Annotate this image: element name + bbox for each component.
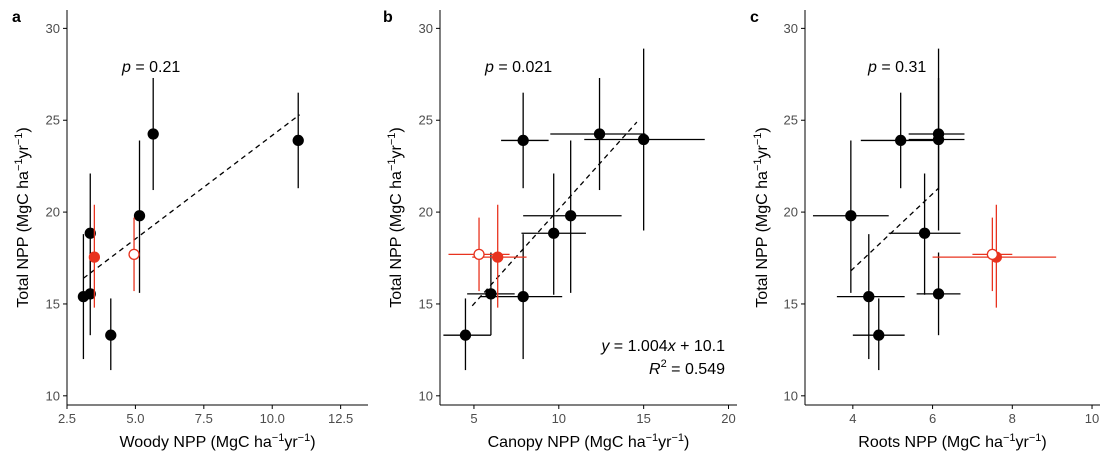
data-point-3 <box>480 234 563 360</box>
data-point-marker <box>292 134 304 147</box>
regression-line <box>471 121 638 307</box>
regression-line <box>850 187 939 272</box>
data-point-marker <box>918 227 931 239</box>
data-point-marker <box>932 288 945 300</box>
y-axis-title: Total NPP (MgC ha−1yr−1) <box>13 127 32 307</box>
y-tick-label: 15 <box>784 296 798 311</box>
y-axis-title: Total NPP (MgC ha−1yr−1) <box>386 127 405 307</box>
data-point-marker <box>133 210 146 222</box>
data-point-5 <box>133 140 146 293</box>
data-point-marker <box>147 128 159 140</box>
x-tick-label: 4 <box>849 411 856 426</box>
data-point-marker <box>459 329 472 341</box>
data-point-marker <box>932 133 945 146</box>
data-point-marker <box>638 133 650 146</box>
x-tick-label: 5 <box>470 411 477 426</box>
regression-equation: y = 1.004x + 10.1 <box>600 338 725 355</box>
data-point-4 <box>105 298 117 371</box>
data-point-10 <box>972 217 1013 292</box>
y-tick-label: 25 <box>784 113 798 128</box>
data-point-marker <box>517 290 529 303</box>
data-point-marker <box>485 288 497 300</box>
x-tick-label: 10 <box>552 411 566 426</box>
regression-line <box>83 114 300 279</box>
data-point-6 <box>147 77 159 191</box>
panel-letter: b <box>383 9 393 26</box>
data-point-marker <box>84 227 96 239</box>
data-point-marker <box>565 210 577 222</box>
x-tick-label: 10 <box>1085 411 1099 426</box>
data-point-marker <box>492 251 504 263</box>
data-point-marker <box>873 329 885 341</box>
y-tick-label: 10 <box>784 388 798 403</box>
data-point-marker <box>593 128 606 140</box>
data-point-9 <box>128 217 140 292</box>
y-tick-label: 30 <box>46 21 60 36</box>
data-point-8 <box>908 48 965 231</box>
panel-letter: c <box>750 9 759 26</box>
x-axis-title: Roots NPP (MgC ha−1yr−1) <box>858 432 1046 451</box>
y-tick-label: 25 <box>46 113 60 128</box>
y-tick-label: 20 <box>784 205 798 220</box>
y-axis-title: Total NPP (MgC ha−1yr−1) <box>752 127 771 307</box>
data-point-10 <box>448 217 510 292</box>
data-point-marker <box>845 210 857 222</box>
data-point-8 <box>584 48 705 231</box>
x-tick-label: 10.0 <box>260 411 285 426</box>
data-point-4 <box>521 173 586 295</box>
p-value-annotation: p = 0.21 <box>121 59 180 76</box>
data-point-marker <box>473 248 485 260</box>
x-tick-label: 6 <box>929 411 936 426</box>
r-squared: R2 = 0.549 <box>649 358 725 378</box>
data-point-7 <box>908 77 965 191</box>
data-point-marker <box>105 329 117 341</box>
data-point-marker <box>863 290 875 303</box>
data-point-1 <box>812 140 889 293</box>
y-tick-label: 10 <box>419 388 433 403</box>
x-axis-title: Woody NPP (MgC ha−1yr−1) <box>119 432 315 451</box>
data-point-6 <box>501 92 549 189</box>
data-point-3 <box>84 173 96 295</box>
data-point-3 <box>852 298 905 371</box>
x-tick-label: 5.0 <box>126 411 144 426</box>
panel-a: a 2.5 5.0 7.5 10.0 12.5 10 15 20 25 30 Woody NPP (M… <box>12 9 368 451</box>
y-tick-label: 25 <box>419 113 433 128</box>
y-tick-label: 20 <box>46 205 60 220</box>
p-value-annotation: p = 0.31 <box>867 59 926 76</box>
panel-b: b 5 10 15 20 10 15 20 25 30 Canopy NPP (MgC ha−1yr… <box>383 9 737 451</box>
x-tick-label: 20 <box>721 411 735 426</box>
y-tick-label: 10 <box>46 388 60 403</box>
y-tick-label: 30 <box>419 21 433 36</box>
data-point-5 <box>523 140 622 293</box>
y-tick-label: 15 <box>419 296 433 311</box>
panel-letter: a <box>12 9 21 26</box>
x-axis-title: Canopy NPP (MgC ha−1yr−1) <box>488 432 690 451</box>
data-point-6 <box>916 252 961 336</box>
data-point-5 <box>888 173 961 295</box>
panel-c: c 4 6 8 10 10 15 20 25 30 Roots NPP (MgC ha−1yr−1)… <box>750 9 1100 451</box>
x-tick-label: 2.5 <box>58 411 76 426</box>
data-point-1 <box>443 298 491 371</box>
x-tick-label: 8 <box>1009 411 1016 426</box>
data-point-marker <box>128 248 140 260</box>
data-point-7 <box>292 92 304 189</box>
data-point-marker <box>548 227 560 239</box>
data-point-4 <box>860 92 941 189</box>
data-point-marker <box>517 134 529 147</box>
x-tick-label: 7.5 <box>195 411 213 426</box>
data-point-8 <box>88 204 101 308</box>
y-tick-label: 20 <box>419 205 433 220</box>
x-tick-label: 15 <box>636 411 650 426</box>
p-value-annotation: p = 0.021 <box>484 59 552 76</box>
y-tick-label: 30 <box>784 21 798 36</box>
data-point-7 <box>550 77 646 191</box>
y-tick-label: 15 <box>46 296 60 311</box>
data-point-marker <box>895 134 907 147</box>
x-tick-label: 12.5 <box>328 411 353 426</box>
data-point-2 <box>467 252 515 336</box>
data-point-marker <box>88 251 101 263</box>
data-point-2 <box>836 234 905 360</box>
data-point-marker <box>986 248 999 260</box>
